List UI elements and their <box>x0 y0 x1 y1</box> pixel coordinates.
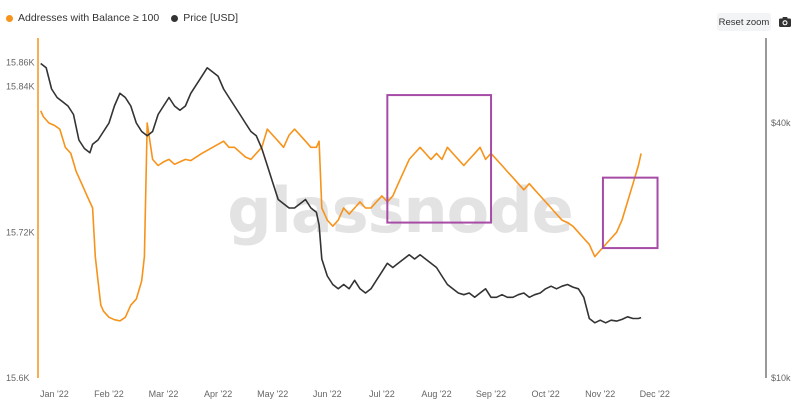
x-tick-label: Aug '22 <box>421 389 451 399</box>
addresses-legend-label: Addresses with Balance ≥ 100 <box>18 12 160 24</box>
y-left-tick-label: 15.86K <box>6 57 35 67</box>
x-tick-label: Mar '22 <box>149 389 179 399</box>
y-left-tick-label: 15.72K <box>6 227 35 237</box>
x-tick-label: Feb '22 <box>94 389 124 399</box>
highlight-box <box>386 94 493 224</box>
y-left-tick-label: 15.6K <box>6 373 30 383</box>
addresses-legend-dot <box>6 14 13 22</box>
price-legend-dot <box>171 14 179 22</box>
x-tick-label: Jun '22 <box>313 389 342 399</box>
x-tick-label: Jul '22 <box>369 389 395 399</box>
camera-icon[interactable] <box>778 15 792 29</box>
x-tick-label: Jan '22 <box>40 389 69 399</box>
y-right-tick-label: $40k <box>771 118 791 128</box>
legend-item-addresses[interactable]: Addresses with Balance ≥ 100 <box>6 12 159 24</box>
highlight-box <box>601 176 659 250</box>
x-tick-label: Oct '22 <box>532 389 560 399</box>
x-tick-label: Apr '22 <box>204 389 232 399</box>
watermark: glassnode <box>227 174 572 247</box>
reset-zoom-button[interactable]: Reset zoom <box>717 13 771 31</box>
addresses-series-line[interactable] <box>39 110 642 322</box>
price-legend-label: Price [USD] <box>183 12 239 24</box>
x-tick-label: May '22 <box>257 389 288 399</box>
x-tick-label: Nov '22 <box>585 389 615 399</box>
y-right-tick-label: $10k <box>771 373 791 383</box>
x-tick-label: Dec '22 <box>640 389 670 399</box>
legend: Addresses with Balance ≥ 100 Price [USD] <box>6 12 238 24</box>
price-series-line[interactable] <box>40 62 642 324</box>
legend-item-price[interactable]: Price [USD] <box>171 12 238 24</box>
x-tick-label: Sep '22 <box>476 389 506 399</box>
y-left-tick-label: 15.84K <box>6 82 35 92</box>
